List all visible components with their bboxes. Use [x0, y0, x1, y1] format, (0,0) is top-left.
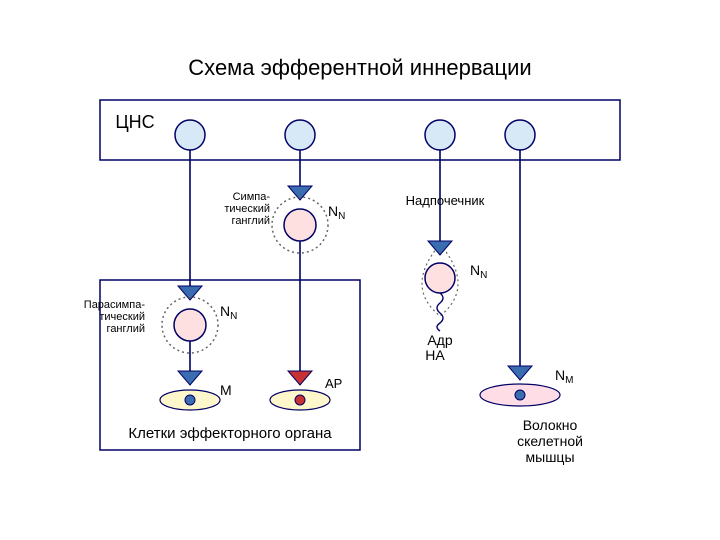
- para-ganglion-label-3: ганглий: [107, 323, 145, 335]
- somatic-dot: [515, 390, 525, 400]
- adrenal-cell: [425, 263, 455, 293]
- adrenal-out2: НА: [425, 347, 445, 363]
- symp-ar-label: АР: [325, 376, 342, 391]
- muscle-label-2: скелетной: [517, 433, 583, 449]
- symp-ganglion-label-2: тический: [224, 203, 270, 215]
- para-m-label: М: [220, 382, 232, 398]
- symp-ganglion-label-3: ганглий: [232, 215, 270, 227]
- cns-neuron-2: [425, 120, 455, 150]
- cns-neuron-3: [505, 120, 535, 150]
- effector-box-label: Клетки эффекторного органа: [128, 425, 332, 442]
- para-effector-dot: [185, 395, 195, 405]
- muscle-label-3: мышцы: [526, 449, 575, 465]
- diagram-title: Схема эфферентной иннервации: [188, 55, 531, 80]
- adrenal-out1: Адр: [427, 332, 453, 348]
- para-ganglion: [174, 309, 206, 341]
- cns-neuron-0: [175, 120, 205, 150]
- cns-neuron-1: [285, 120, 315, 150]
- para-ganglion-label-1: Парасимпа-: [84, 299, 146, 311]
- para-ganglion-label-2: тический: [99, 311, 145, 323]
- canvas-bg: [0, 0, 720, 540]
- adrenal-title: Надпочечник: [406, 193, 485, 208]
- symp-ganglion-label-1: Симпа-: [233, 191, 271, 203]
- cns-label: ЦНС: [115, 112, 154, 132]
- symp-ganglion: [284, 209, 316, 241]
- muscle-label-1: Волокно: [523, 417, 578, 433]
- symp-effector-dot: [295, 395, 305, 405]
